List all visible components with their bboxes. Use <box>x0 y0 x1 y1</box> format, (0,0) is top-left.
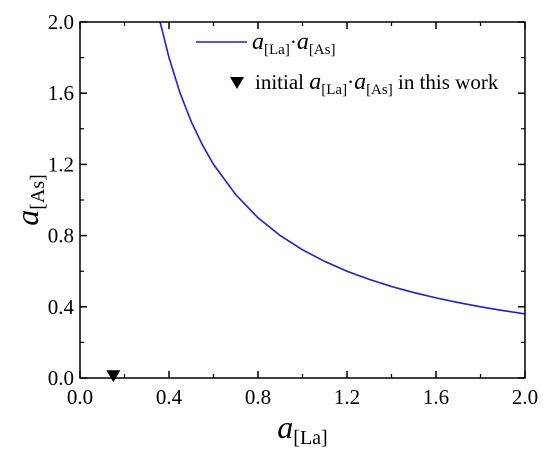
y-tick-label: 0.4 <box>48 295 75 319</box>
x-tick-label: 1.2 <box>334 385 360 409</box>
series-curve <box>159 21 526 315</box>
legend: a[La]·a[As] initial a[La]·a[As] in this … <box>196 29 499 98</box>
y-tick-label: 2.0 <box>48 10 74 34</box>
x-tick-label: 2.0 <box>512 385 538 409</box>
x-axis-label: a[La] <box>277 409 327 449</box>
plot-content <box>106 21 526 383</box>
y-tick-label: 1.2 <box>48 152 74 176</box>
x-tick-label: 0.8 <box>245 385 271 409</box>
data-point-marker <box>106 370 121 383</box>
legend-marker-triangle <box>230 77 244 89</box>
x-tick-label: 1.6 <box>423 385 449 409</box>
x-tick-label: 0.0 <box>67 385 93 409</box>
y-axis-label: a[As] <box>9 174 49 226</box>
y-tick-label: 1.6 <box>48 81 74 105</box>
legend-label-curve: a[La]·a[As] <box>252 29 335 58</box>
tick-labels: 0.0 0.4 0.8 1.2 1.6 2.0 0.0 0.4 0.8 1.2 1.6 2.0 <box>48 10 538 409</box>
x-tick-label: 0.4 <box>156 385 183 409</box>
plot-frame <box>79 21 526 379</box>
series-markers <box>106 370 121 383</box>
y-tick-label: 0.8 <box>48 224 74 248</box>
legend-label-marker: initial a[La]·a[As] in this work <box>255 69 499 98</box>
y-tick-label: 0.0 <box>48 366 74 390</box>
